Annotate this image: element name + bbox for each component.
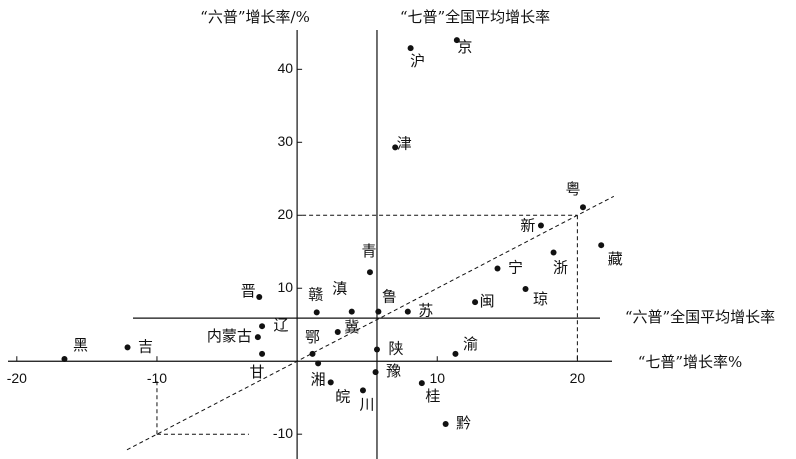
hline-label: “六普”全国平均增长率 bbox=[625, 308, 775, 326]
point-label: 陕 bbox=[388, 340, 403, 358]
point bbox=[309, 350, 316, 357]
point bbox=[124, 344, 131, 351]
point bbox=[254, 334, 261, 341]
x-tick-label: -20 bbox=[7, 370, 27, 386]
point-label: 浙 bbox=[553, 258, 568, 276]
point-label: 内蒙古 bbox=[207, 327, 252, 345]
point-label: 鄂 bbox=[305, 328, 320, 346]
point-label: 皖 bbox=[335, 387, 350, 405]
point-label: 渝 bbox=[463, 335, 478, 353]
point bbox=[598, 242, 605, 249]
x-tick-label: 20 bbox=[570, 370, 586, 386]
point-label: 黑 bbox=[73, 336, 88, 354]
point-label: 新 bbox=[520, 216, 535, 234]
vline-label: “七普”全国平均增长率 bbox=[400, 8, 550, 26]
point bbox=[259, 323, 266, 330]
point bbox=[256, 294, 263, 300]
y-tick-label: -10 bbox=[273, 425, 293, 441]
point-label: 吉 bbox=[138, 337, 153, 355]
point-label: 冀 bbox=[344, 318, 359, 336]
point bbox=[442, 420, 449, 427]
point bbox=[366, 269, 373, 276]
point-label: 湘 bbox=[311, 370, 326, 388]
point bbox=[522, 285, 529, 292]
point bbox=[315, 360, 322, 367]
point bbox=[334, 329, 341, 336]
point bbox=[61, 356, 68, 363]
point-label: 赣 bbox=[308, 285, 323, 303]
x-title: “七普”增长率% bbox=[638, 353, 743, 371]
point bbox=[472, 299, 479, 306]
point bbox=[348, 308, 355, 315]
point-label: 桂 bbox=[425, 387, 440, 405]
point bbox=[327, 379, 334, 386]
point-label: 滇 bbox=[332, 280, 347, 298]
point bbox=[404, 308, 411, 315]
y-tick-label: 20 bbox=[278, 206, 294, 222]
point-label: 苏 bbox=[418, 302, 433, 320]
point bbox=[579, 204, 586, 211]
point bbox=[313, 309, 320, 316]
y-title: “六普”增长率/% bbox=[200, 8, 310, 26]
point-label: 闽 bbox=[480, 292, 495, 310]
point bbox=[452, 350, 459, 357]
point bbox=[453, 37, 460, 44]
point-label: 津 bbox=[397, 134, 412, 152]
x-tick-label: -10 bbox=[147, 370, 167, 386]
point bbox=[494, 265, 501, 272]
point-label: 琼 bbox=[533, 290, 548, 308]
point bbox=[392, 144, 399, 151]
point-label: 辽 bbox=[274, 316, 289, 334]
point bbox=[259, 350, 266, 357]
point bbox=[372, 369, 379, 376]
point bbox=[373, 346, 380, 353]
y-tick-label: 10 bbox=[278, 279, 294, 295]
diagonal bbox=[126, 195, 615, 451]
point bbox=[359, 387, 366, 394]
point-label: 粤 bbox=[565, 180, 580, 198]
y-tick-label: 40 bbox=[278, 60, 294, 76]
point bbox=[550, 249, 557, 256]
point-label: 沪 bbox=[410, 52, 425, 70]
point-label: 鲁 bbox=[382, 288, 397, 306]
point-label: 青 bbox=[361, 242, 376, 260]
point bbox=[375, 308, 382, 315]
point-label: 藏 bbox=[608, 250, 623, 268]
point bbox=[537, 222, 544, 229]
x-tick-label: 10 bbox=[429, 370, 445, 386]
point-label: 京 bbox=[457, 38, 472, 56]
point-label: 宁 bbox=[508, 259, 523, 277]
point-label: 黔 bbox=[456, 414, 471, 432]
point-label: 豫 bbox=[386, 362, 401, 380]
point bbox=[418, 380, 425, 387]
point-label: 晋 bbox=[241, 282, 256, 300]
y-tick-label: 30 bbox=[278, 133, 294, 149]
point bbox=[407, 45, 414, 52]
point-label: 甘 bbox=[250, 363, 265, 381]
point-label: 川 bbox=[359, 395, 374, 413]
